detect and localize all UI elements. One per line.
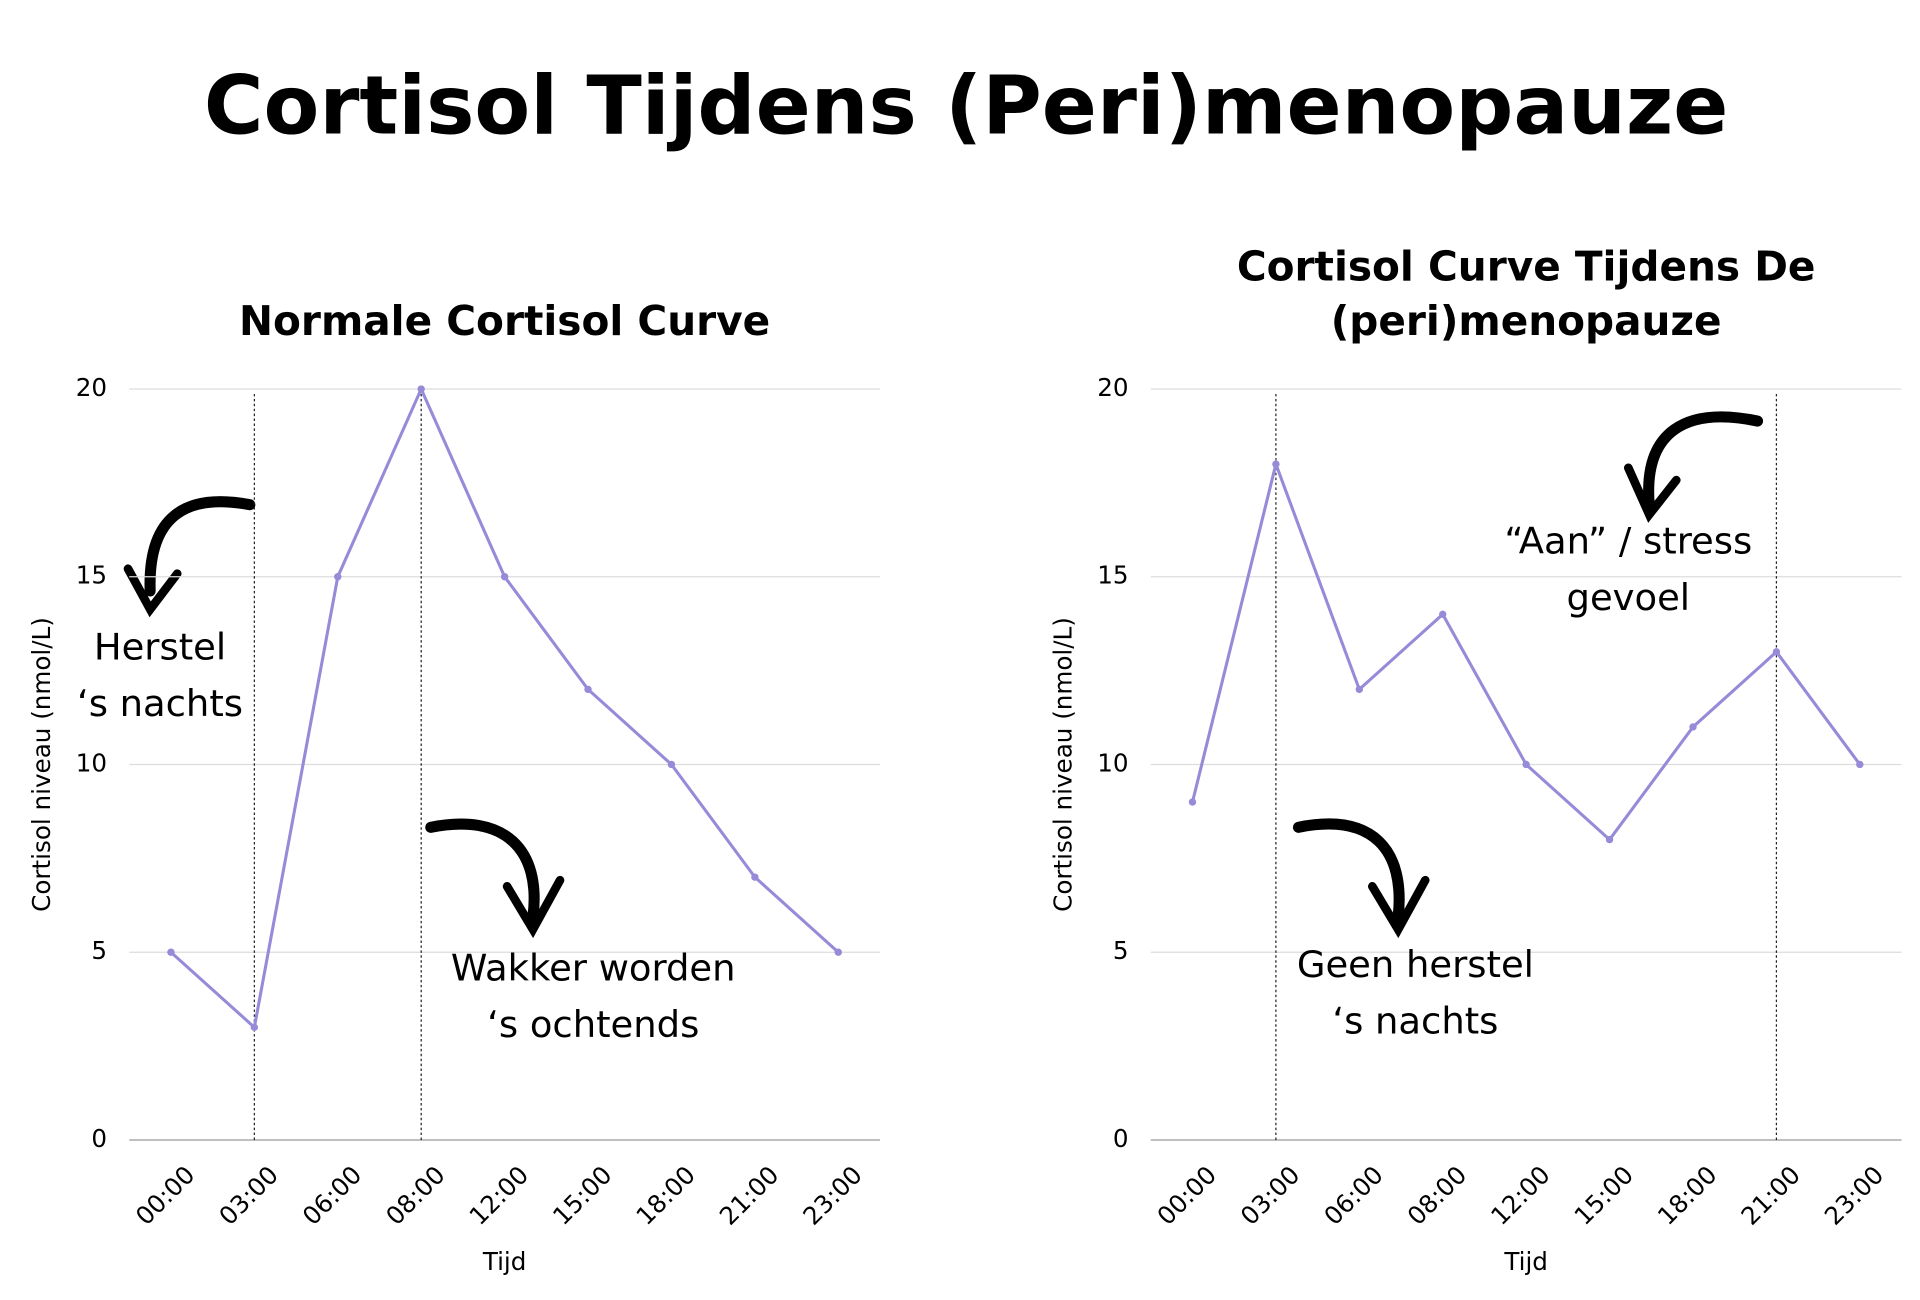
annotation: Wakker worden (451, 947, 736, 990)
point (584, 685, 592, 694)
arrow (425, 818, 540, 923)
point (1689, 723, 1697, 731)
arrow (1292, 818, 1405, 923)
y-axis-label: Cortisol niveau (nmol/L) (27, 617, 56, 912)
arrows (123, 411, 1764, 939)
annotation: ‘s nachts (1332, 1000, 1498, 1043)
point (751, 873, 759, 881)
y-tick-label: 5 (91, 936, 107, 965)
point (1522, 760, 1530, 769)
arrow-head (123, 564, 182, 618)
chart-title: Cortisol Curve Tijdens De (1237, 243, 1816, 291)
arrow-head (1624, 463, 1681, 523)
y-tick-label: 10 (76, 748, 107, 777)
point (1856, 760, 1864, 769)
chart-title: Normale Cortisol Curve (239, 297, 770, 345)
chart-title: (peri)menopauze (1331, 297, 1722, 345)
page-title: Cortisol Tijdens (Peri)menopauze (204, 59, 1728, 153)
point (1605, 835, 1614, 844)
arrow-head (1368, 875, 1430, 939)
y-tick-label: 0 (1113, 1124, 1129, 1153)
y-tick-label: 5 (1113, 936, 1129, 965)
y-tick-label: 0 (91, 1124, 107, 1153)
point (167, 948, 175, 956)
annotation: Geen herstel (1297, 943, 1534, 986)
point (500, 573, 509, 581)
annotation: ‘s ochtends (487, 1003, 699, 1046)
point (1772, 648, 1781, 656)
point (1272, 460, 1280, 468)
point (834, 948, 842, 956)
arrow (144, 496, 256, 597)
point (667, 760, 676, 769)
y-tick-label: 15 (1097, 561, 1128, 590)
y-tick-label: 20 (1097, 373, 1128, 402)
y-tick-label: 20 (76, 373, 107, 402)
point (250, 1023, 259, 1032)
point (334, 573, 342, 581)
annotation: gevoel (1567, 576, 1691, 619)
annotation: Herstel (94, 625, 226, 668)
x-axis-label: Tijd (1503, 1247, 1548, 1276)
point (417, 385, 425, 393)
point (1355, 685, 1364, 694)
y-axis-label: Cortisol niveau (nmol/L) (1049, 617, 1078, 912)
annotation: “Aan” / stress (1504, 519, 1752, 562)
y-tick-label: 15 (76, 561, 107, 590)
y-tick-label: 10 (1097, 748, 1128, 777)
point (1188, 798, 1197, 806)
arrow-head (502, 875, 565, 939)
point (1439, 610, 1447, 618)
arrow (1643, 411, 1764, 511)
annotation: ‘s nachts (77, 682, 243, 725)
x-axis-label: Tijd (482, 1247, 527, 1276)
